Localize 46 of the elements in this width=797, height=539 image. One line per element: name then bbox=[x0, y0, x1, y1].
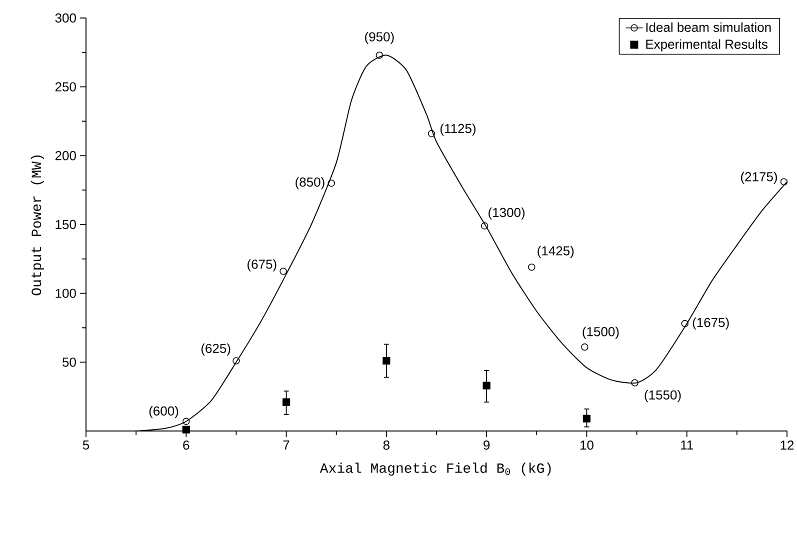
annotation: (850) bbox=[296, 177, 324, 190]
point bbox=[376, 52, 384, 59]
y-tick-label: 200 bbox=[55, 151, 76, 160]
point bbox=[182, 426, 190, 434]
point bbox=[182, 418, 190, 425]
point bbox=[328, 180, 335, 187]
x-tick-label: 8 bbox=[383, 440, 390, 450]
annotation: (675) bbox=[248, 259, 276, 272]
point bbox=[581, 343, 588, 351]
point bbox=[428, 130, 436, 138]
annotation: (1125) bbox=[440, 124, 476, 136]
point bbox=[232, 357, 240, 364]
point bbox=[528, 264, 536, 271]
x-tick-label: 11 bbox=[681, 440, 693, 450]
annotation: (1425) bbox=[538, 246, 574, 258]
annotation: (2175) bbox=[741, 172, 777, 184]
annotation: (1675) bbox=[692, 318, 729, 330]
x-tick-label: 10 bbox=[580, 440, 594, 450]
x-tick-label: 9 bbox=[484, 440, 490, 450]
legend-label: Ideal beam simulation bbox=[646, 22, 771, 32]
y-tick-label: 50 bbox=[62, 358, 76, 367]
x-tick-label: 5 bbox=[82, 440, 90, 450]
x-tick-label: 6 bbox=[183, 440, 190, 450]
text: Axial Magnetic Field B$_{0}$ (kG) bbox=[320, 462, 551, 476]
y-axis-title: Output Power (MW) bbox=[30, 155, 44, 296]
point bbox=[681, 320, 688, 328]
annotation: (1550) bbox=[644, 390, 681, 402]
point bbox=[482, 382, 490, 390]
y-tick-label: 150 bbox=[56, 220, 76, 230]
y-tick-label: 100 bbox=[56, 288, 76, 298]
point bbox=[382, 356, 390, 365]
point bbox=[480, 222, 488, 230]
y-tick-label: 250 bbox=[55, 82, 76, 92]
annotation: (1300) bbox=[488, 208, 525, 220]
x-tick-label: 7 bbox=[283, 440, 290, 450]
annotation: (950) bbox=[365, 32, 394, 44]
x-tick-label: 12 bbox=[780, 440, 794, 450]
annotation: (600) bbox=[149, 406, 178, 418]
annotation: (625) bbox=[201, 343, 230, 356]
y-tick-label: 300 bbox=[55, 13, 76, 23]
point bbox=[631, 379, 638, 386]
legend-label: Experimental Results bbox=[646, 39, 768, 52]
point bbox=[582, 414, 591, 422]
point bbox=[280, 268, 287, 275]
annotation: (1500) bbox=[582, 326, 619, 339]
point bbox=[282, 398, 290, 406]
